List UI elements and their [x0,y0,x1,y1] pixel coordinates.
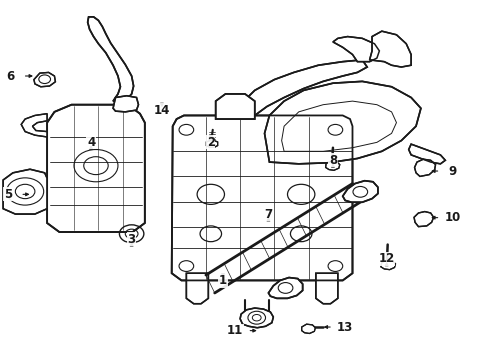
Polygon shape [302,324,316,333]
Text: 13: 13 [337,320,353,333]
Polygon shape [216,94,255,119]
Text: 8: 8 [329,154,337,167]
Polygon shape [333,37,379,62]
Polygon shape [269,278,303,298]
Polygon shape [409,144,445,164]
Polygon shape [343,181,378,202]
Text: 12: 12 [379,252,395,265]
Text: 2: 2 [207,136,215,149]
Polygon shape [240,308,273,328]
Polygon shape [186,273,208,304]
Polygon shape [21,114,47,137]
Text: 11: 11 [227,324,244,337]
Polygon shape [113,96,139,112]
Text: 4: 4 [87,136,95,149]
Text: 14: 14 [154,104,170,117]
Polygon shape [415,159,436,176]
Text: 5: 5 [4,188,12,201]
Text: 1: 1 [219,274,227,287]
Text: 3: 3 [127,233,136,246]
Polygon shape [47,105,145,232]
Polygon shape [206,140,218,147]
Polygon shape [414,212,434,226]
Polygon shape [316,273,338,304]
Polygon shape [172,116,352,280]
Polygon shape [235,60,367,116]
Text: 7: 7 [265,208,272,221]
Text: 6: 6 [6,69,15,82]
Polygon shape [381,260,395,270]
Text: 10: 10 [444,211,461,224]
Polygon shape [3,169,47,214]
Polygon shape [369,31,411,67]
Polygon shape [34,72,55,87]
Polygon shape [326,161,340,170]
Polygon shape [88,17,134,102]
Polygon shape [265,81,421,164]
Text: 9: 9 [448,165,457,177]
